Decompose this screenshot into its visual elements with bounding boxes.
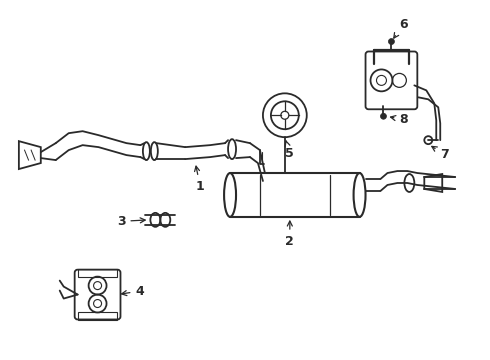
Bar: [77, 312, 118, 320]
Circle shape: [389, 39, 394, 45]
Text: 4: 4: [122, 284, 144, 298]
Bar: [77, 269, 118, 276]
Text: 8: 8: [391, 113, 408, 126]
Text: 3: 3: [117, 215, 145, 228]
Circle shape: [380, 113, 387, 119]
Text: 7: 7: [432, 147, 449, 161]
Text: 6: 6: [394, 18, 408, 38]
Text: 1: 1: [195, 166, 204, 193]
Text: 5: 5: [285, 141, 294, 160]
Text: 2: 2: [286, 221, 294, 248]
